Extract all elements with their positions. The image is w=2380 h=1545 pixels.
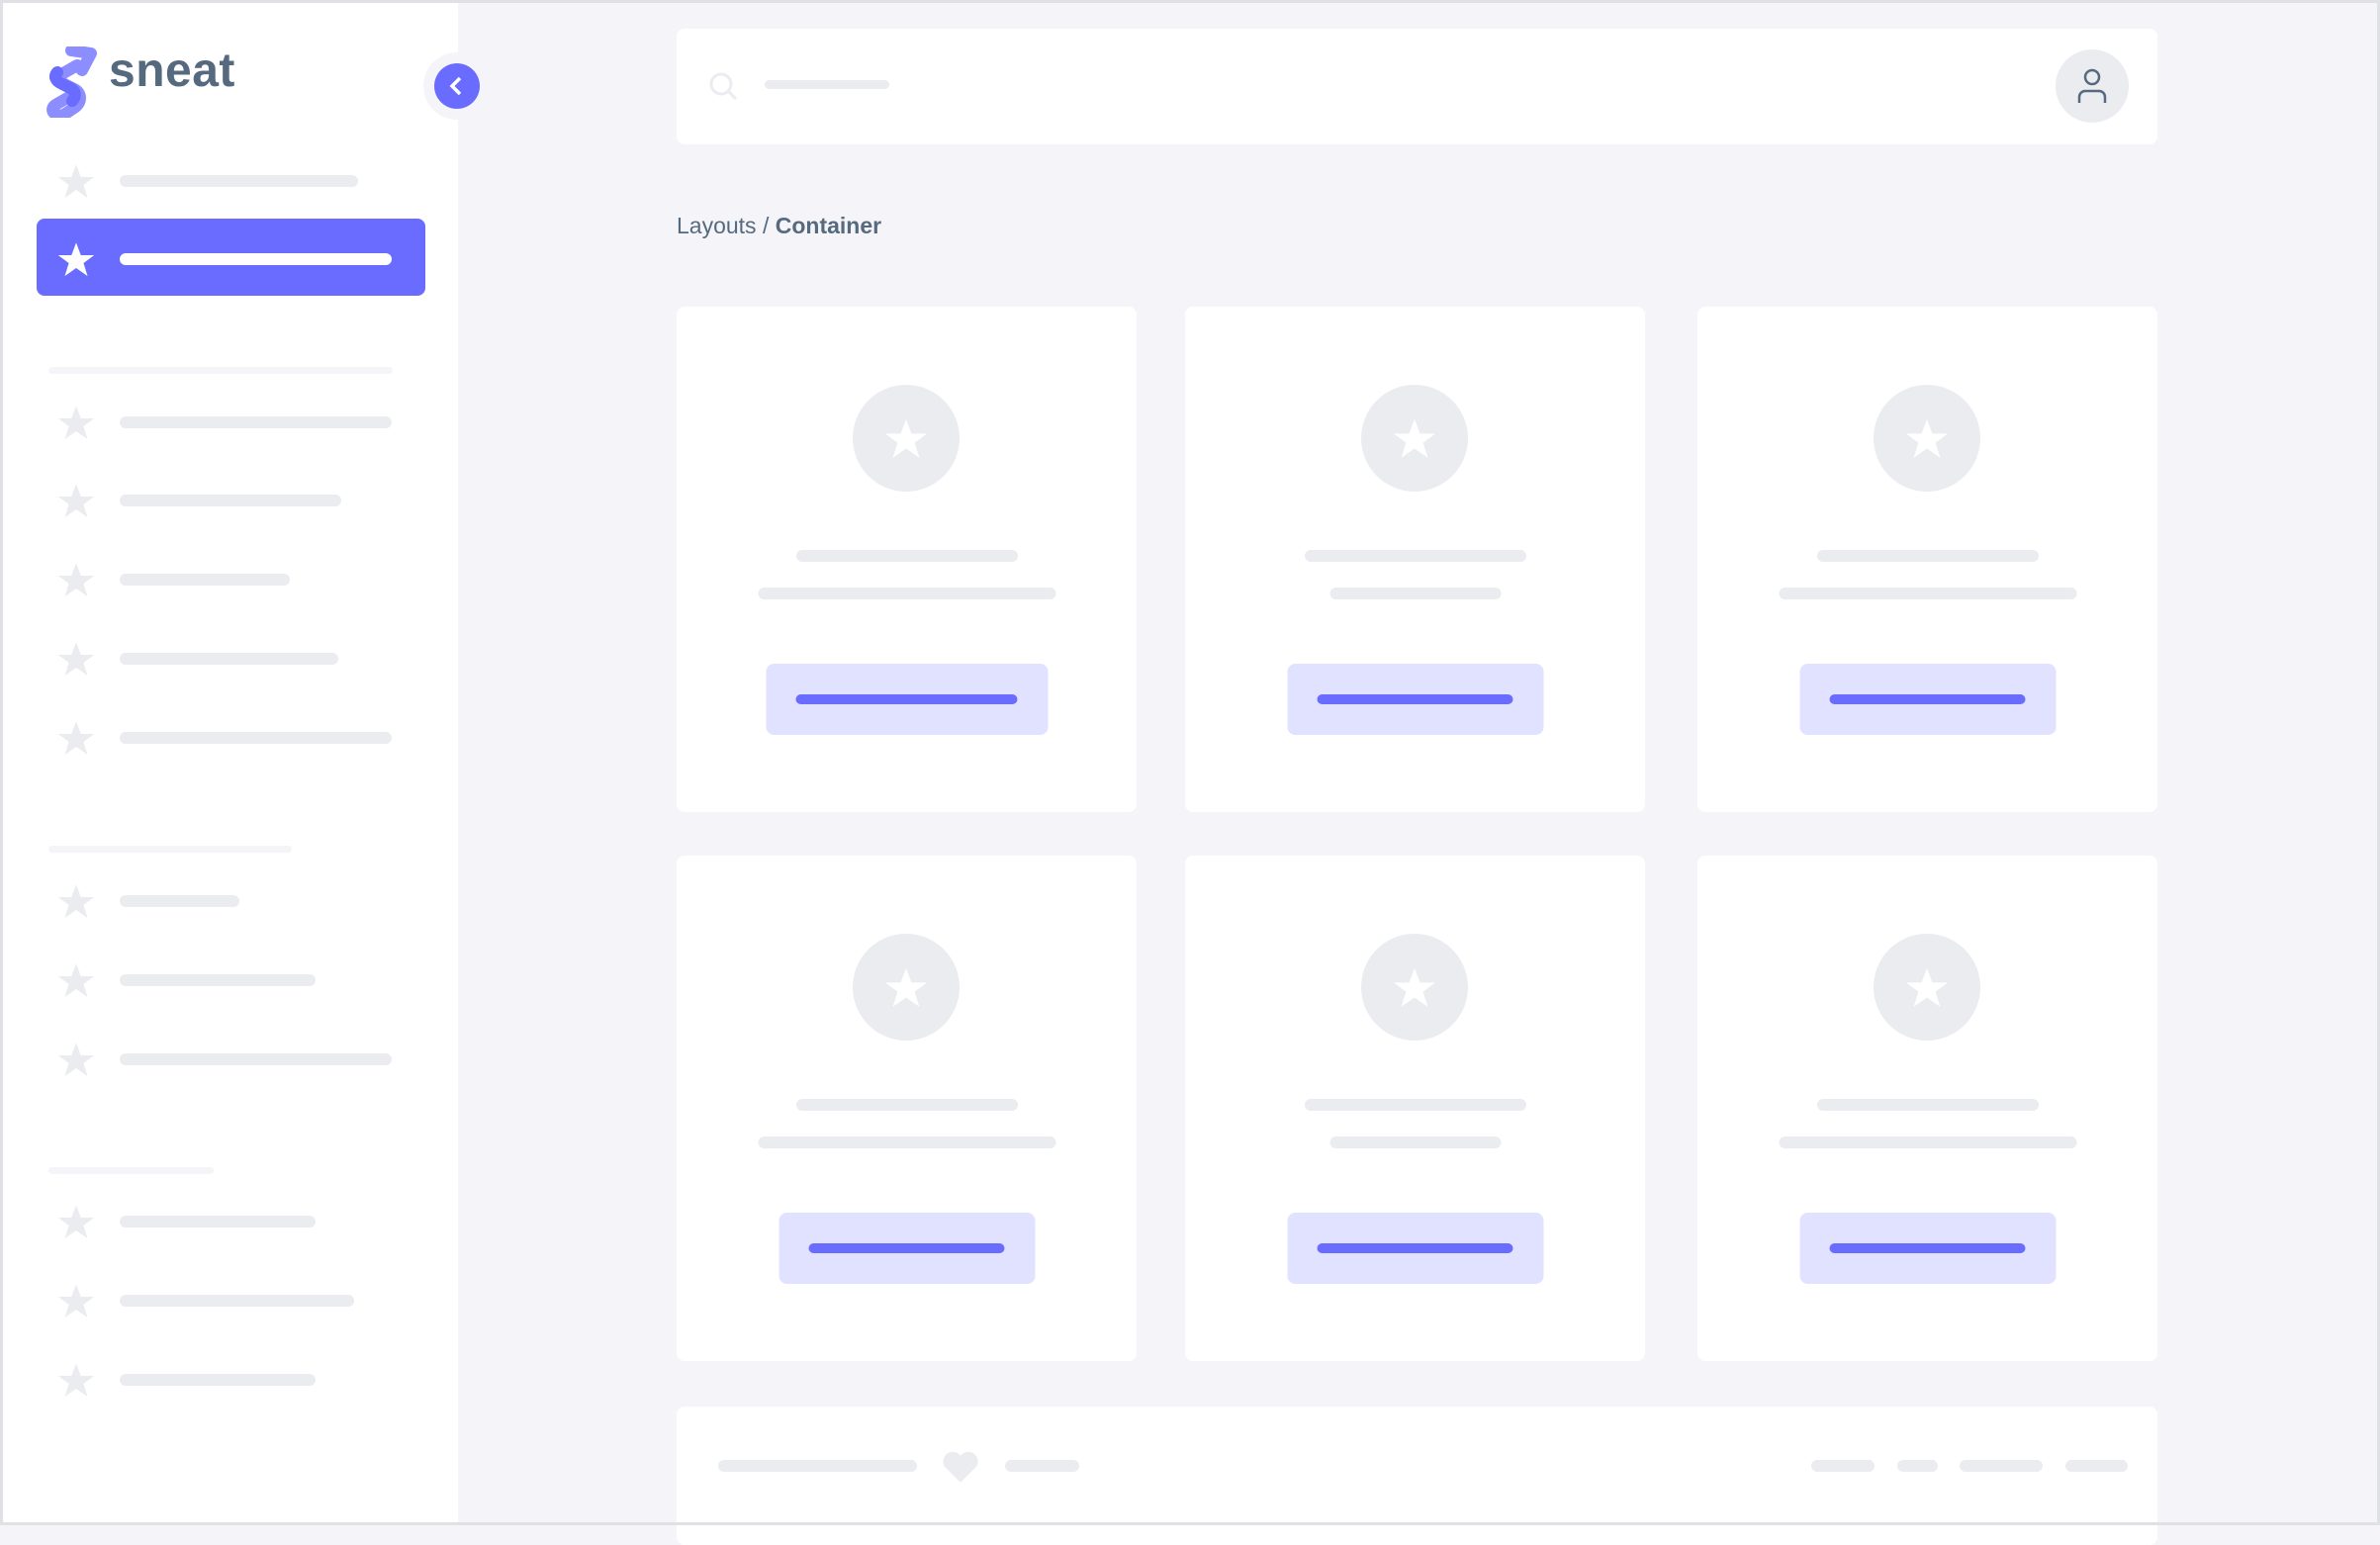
sidebar-item[interactable]: [120, 653, 338, 665]
sidebar-item[interactable]: [120, 895, 239, 907]
card: [1697, 307, 2157, 812]
card-text: [1779, 588, 2076, 599]
chevron-left-icon: [449, 76, 462, 96]
star-icon: [57, 1361, 95, 1399]
card-button[interactable]: [778, 1213, 1035, 1284]
sidebar-item[interactable]: [120, 974, 316, 986]
card: [1185, 856, 1645, 1361]
sidebar-item[interactable]: [120, 574, 290, 586]
footer-link[interactable]: [2065, 1460, 2128, 1472]
card-title: [1816, 1099, 2039, 1111]
star-icon: [57, 482, 95, 519]
sidebar-item-label-active[interactable]: [120, 253, 392, 265]
card-text: [1329, 588, 1501, 599]
sidebar-item[interactable]: [120, 1295, 354, 1307]
card-button[interactable]: [1799, 1213, 2056, 1284]
star-icon: [884, 416, 928, 460]
logo-icon: [46, 46, 97, 118]
star-icon: [57, 882, 95, 920]
search-input[interactable]: [765, 80, 889, 89]
card-button[interactable]: [1799, 664, 2056, 735]
sidebar-item[interactable]: [120, 495, 341, 506]
sidebar: sneat: [0, 0, 491, 1525]
star-icon: [1393, 416, 1436, 460]
footer-link[interactable]: [1811, 1460, 1875, 1472]
star-icon: [57, 240, 95, 278]
heart-icon: [943, 1451, 978, 1483]
sidebar-item[interactable]: [120, 1053, 392, 1065]
star-icon: [57, 404, 95, 441]
star-icon: [57, 640, 95, 678]
collapse-sidebar-button[interactable]: [434, 63, 480, 109]
card-avatar: [1361, 385, 1468, 492]
breadcrumb-parent[interactable]: Layouts: [677, 213, 757, 238]
card-button[interactable]: [766, 664, 1048, 735]
star-icon: [57, 1041, 95, 1078]
footer-copyright: [718, 1460, 917, 1472]
star-icon: [884, 965, 928, 1009]
menu-section-header: [48, 1167, 214, 1174]
card: [1185, 307, 1645, 812]
star-icon: [57, 719, 95, 757]
card-button[interactable]: [1287, 664, 1543, 735]
card-avatar: [853, 934, 960, 1041]
breadcrumb: Layouts / Container: [677, 213, 881, 239]
card-title: [795, 1099, 1018, 1111]
card-title: [1816, 550, 2039, 562]
card: [1697, 856, 2157, 1361]
navbar: [677, 29, 2157, 144]
breadcrumb-current: Container: [775, 213, 882, 238]
card-text: [1779, 1136, 2076, 1148]
sidebar-item[interactable]: [120, 1374, 316, 1386]
footer-author-link[interactable]: [1005, 1460, 1079, 1472]
star-icon: [57, 961, 95, 999]
user-avatar[interactable]: [2056, 49, 2129, 123]
card-avatar: [1874, 934, 1980, 1041]
card-text: [758, 588, 1055, 599]
card-avatar: [1874, 385, 1980, 492]
star-icon: [57, 1203, 95, 1240]
star-icon: [57, 162, 95, 200]
logo-text: sneat: [109, 45, 235, 97]
sidebar-item[interactable]: [120, 416, 392, 428]
sidebar-item[interactable]: [120, 1216, 316, 1227]
menu-section-header: [48, 846, 292, 853]
star-icon: [57, 561, 95, 598]
card-button[interactable]: [1287, 1213, 1543, 1284]
card-avatar: [1361, 934, 1468, 1041]
user-icon: [2077, 68, 2107, 103]
footer-link[interactable]: [1960, 1460, 2043, 1472]
footer: [677, 1407, 2157, 1545]
star-icon: [1905, 965, 1949, 1009]
menu-section-header: [48, 367, 393, 374]
footer-link[interactable]: [1897, 1460, 1938, 1472]
card: [677, 307, 1137, 812]
star-icon: [57, 1282, 95, 1319]
breadcrumb-separator: /: [762, 213, 770, 238]
search-icon[interactable]: [708, 71, 740, 103]
sidebar-item[interactable]: [120, 175, 358, 187]
card-title: [795, 550, 1018, 562]
sidebar-item[interactable]: [120, 732, 392, 744]
card: [677, 856, 1137, 1361]
card-text: [1329, 1136, 1501, 1148]
star-icon: [1393, 965, 1436, 1009]
card-text: [758, 1136, 1055, 1148]
card-title: [1304, 550, 1526, 562]
card-avatar: [853, 385, 960, 492]
star-icon: [1905, 416, 1949, 460]
card-title: [1304, 1099, 1526, 1111]
